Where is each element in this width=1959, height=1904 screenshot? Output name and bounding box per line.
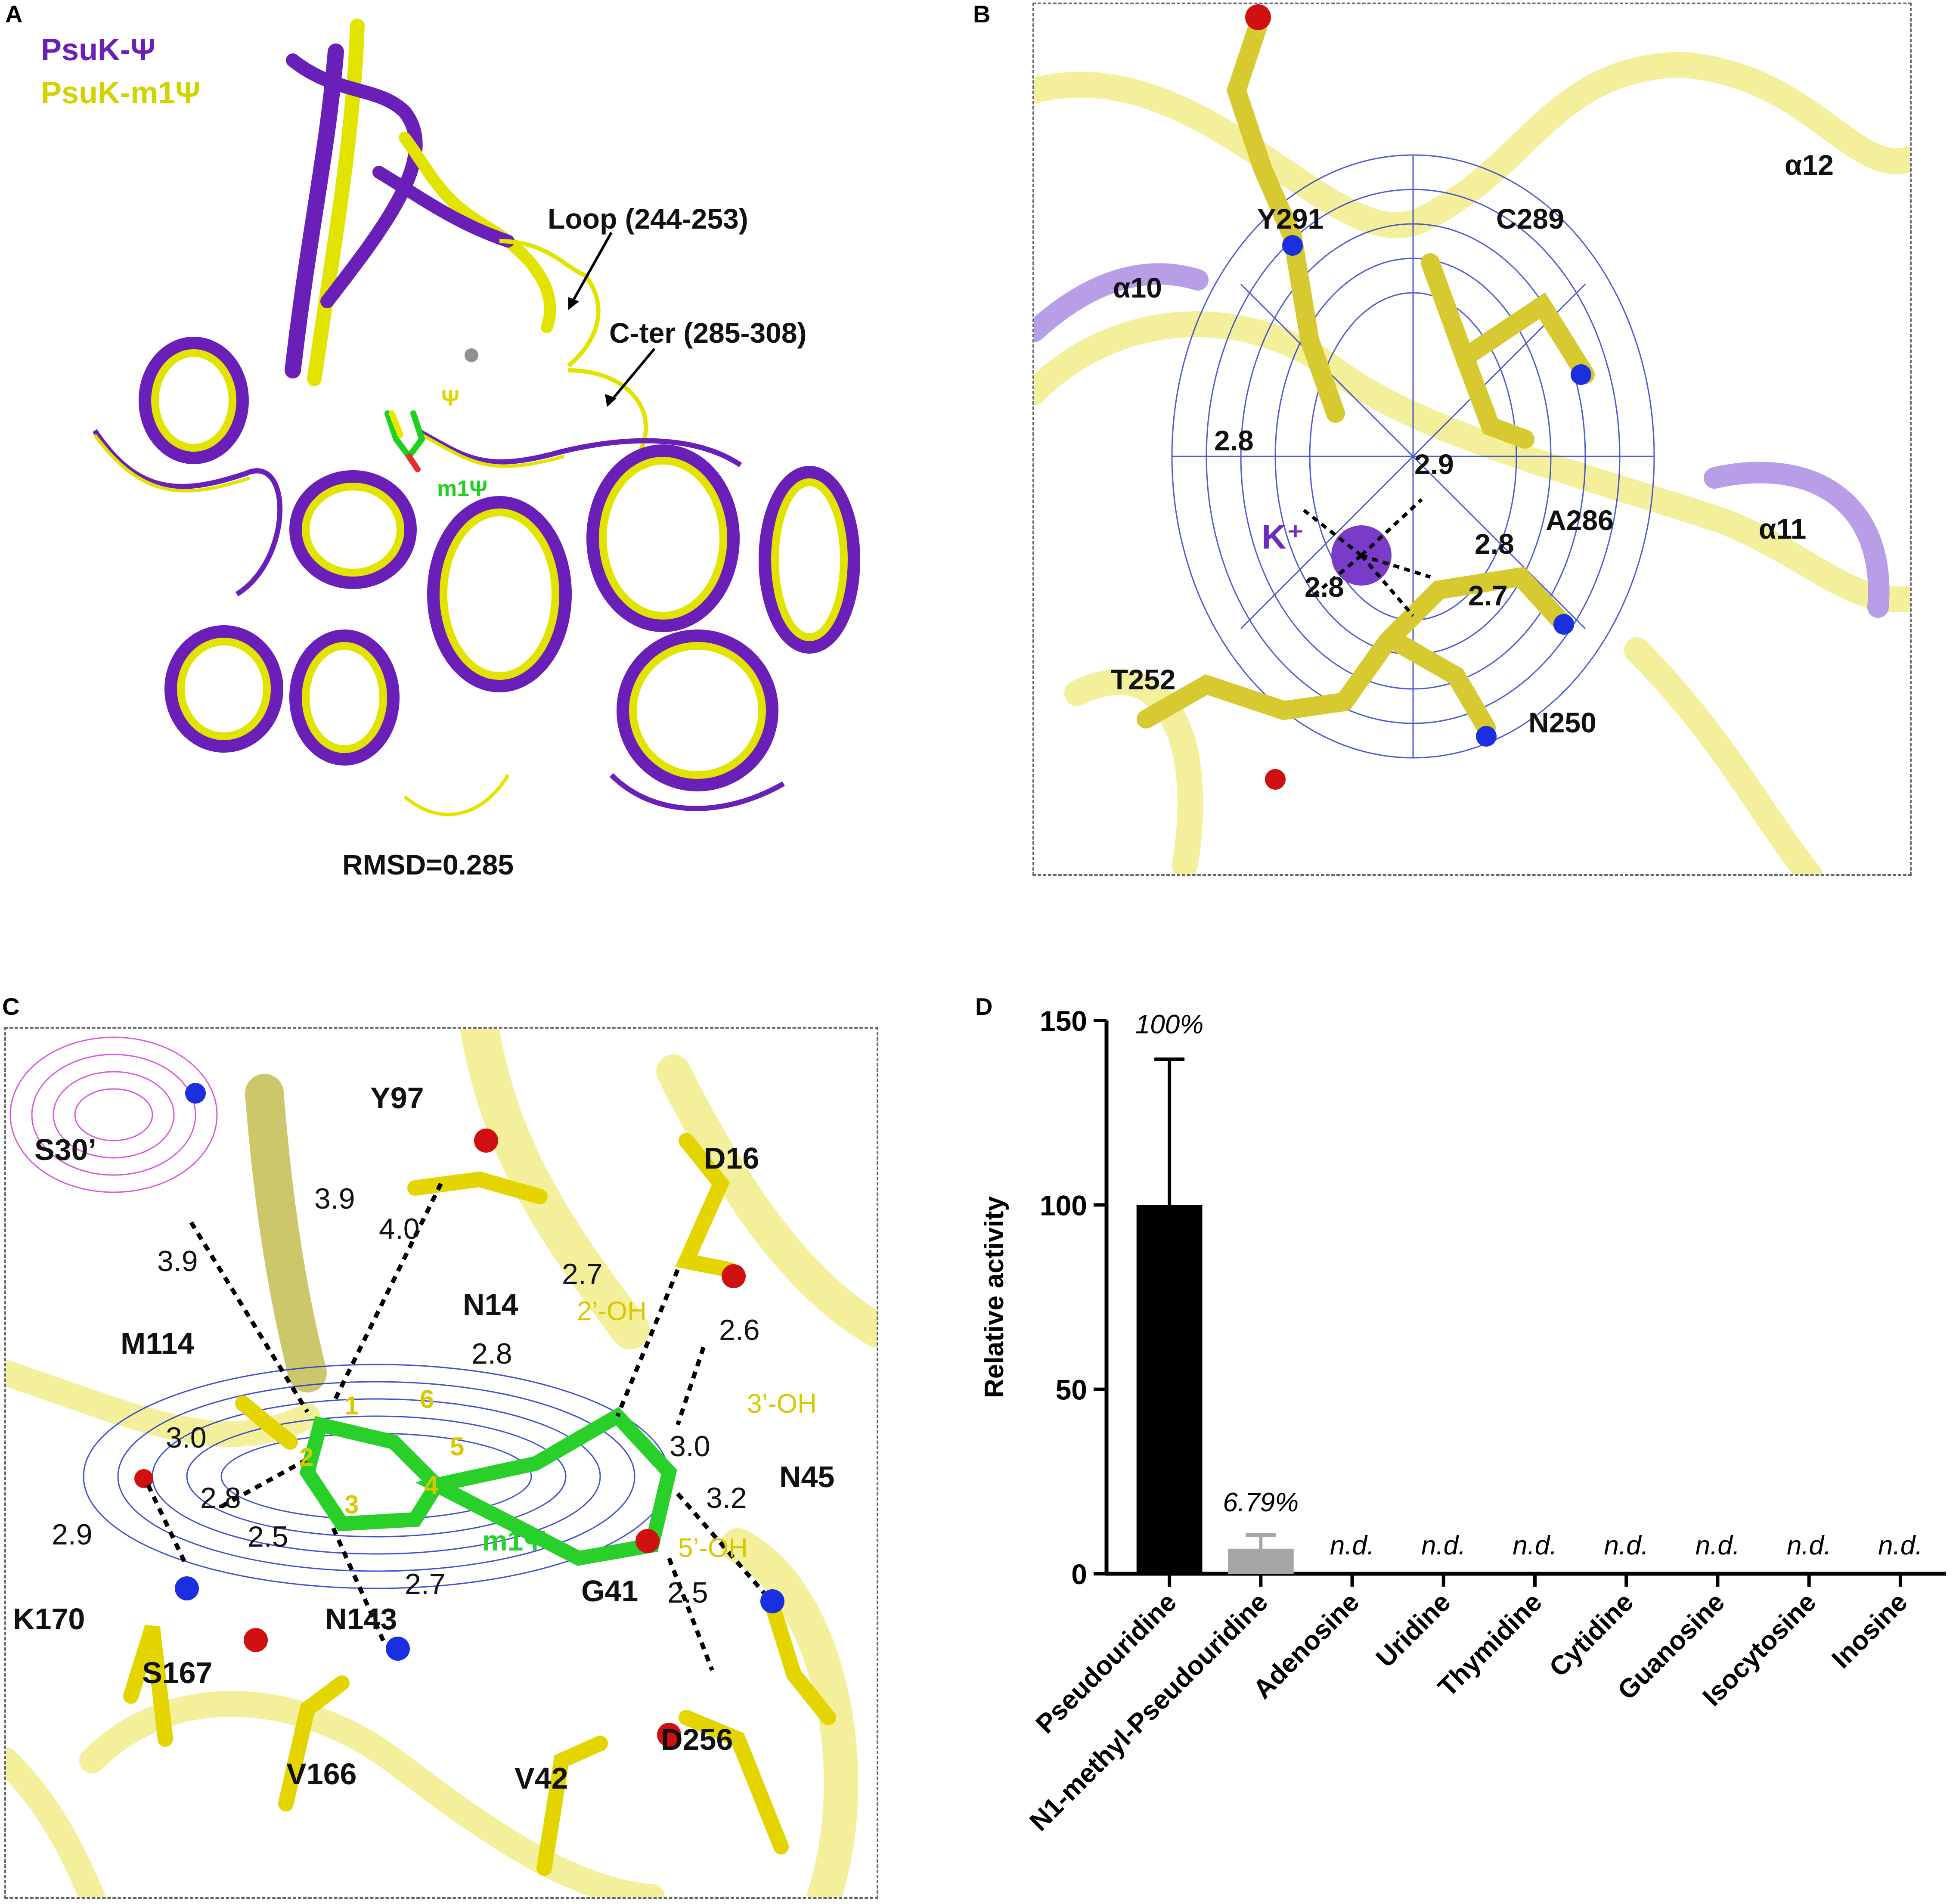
v166-label: V166: [286, 1757, 357, 1791]
c-dist-39a: 3.9: [157, 1245, 198, 1278]
panel-a-letter: A: [5, 0, 23, 28]
c-dist-27b: 2.7: [405, 1568, 446, 1600]
ring-num-5: 5: [450, 1432, 465, 1461]
n45-label: N45: [779, 1460, 835, 1494]
oh2-label: 2’-OH: [577, 1296, 647, 1326]
bar-label-2: n.d.: [1330, 1531, 1374, 1560]
c-dist-25b: 2.5: [667, 1576, 708, 1609]
y-tick-label-0: 0: [1071, 1558, 1087, 1590]
bar-label-4: n.d.: [1513, 1531, 1557, 1560]
bar-label-0: 100%: [1135, 1010, 1204, 1039]
panel-a-structure-image: [93, 19, 860, 816]
psi-label: Ψ: [441, 386, 460, 411]
m1psi-c-label: m1Ψ: [482, 1525, 546, 1557]
b-dist-2: 2.9: [1414, 448, 1454, 480]
alpha12-label: α12: [1785, 149, 1834, 181]
y-tick-label-3: 150: [1040, 1005, 1087, 1037]
bar-label-5: n.d.: [1604, 1531, 1649, 1560]
c-dist-40: 4.0: [379, 1212, 420, 1245]
ring-num-3: 3: [344, 1490, 359, 1519]
oh5-label: 5’-OH: [678, 1533, 748, 1563]
x-category-label-3: Uridine: [1370, 1587, 1457, 1673]
c-dist-29: 2.9: [52, 1518, 93, 1551]
b-dist-3: 2.8: [1475, 528, 1514, 560]
oh3-label: 3’-OH: [747, 1389, 817, 1419]
n14-label: N14: [463, 1288, 518, 1321]
s167-label: S167: [142, 1656, 213, 1690]
ring-num-6: 6: [420, 1385, 434, 1414]
t252-label: T252: [1111, 664, 1176, 695]
b-dist-1: 2.8: [1214, 425, 1254, 456]
panel-b-letter: B: [973, 0, 991, 28]
bar-label-3: n.d.: [1421, 1531, 1466, 1560]
k-ion-label: K⁺: [1262, 518, 1305, 556]
legend-psuk-m1psi: PsuK-m1Ψ: [41, 76, 201, 110]
alpha10-label: α10: [1113, 272, 1162, 304]
y291-label: Y291: [1257, 203, 1324, 235]
panel-b-frame: [1032, 3, 1912, 876]
bar-0: [1136, 1205, 1203, 1574]
b-dist-5: 2.7: [1468, 580, 1508, 611]
y97-label: Y97: [370, 1081, 424, 1115]
panel-b-structure-image: [1034, 4, 1910, 874]
y-tick-label-1: 50: [1056, 1374, 1087, 1406]
c289-label: C289: [1496, 203, 1564, 235]
panel-d-letter: D: [975, 993, 993, 1020]
d256-label: D256: [661, 1723, 733, 1756]
k170-label: K170: [13, 1602, 85, 1636]
legend-psuk-psi: PsuK-Ψ: [41, 33, 156, 67]
bar-1: [1227, 1548, 1294, 1574]
alpha11-label: α11: [1759, 513, 1807, 545]
v42-label: V42: [515, 1761, 568, 1795]
ring-num-2: 2: [299, 1443, 314, 1472]
x-category-label-5: Cytidine: [1544, 1587, 1639, 1683]
panel-c-structure-image: [6, 1029, 877, 1897]
b-dist-4: 2.8: [1305, 571, 1344, 603]
s30-label: S30’: [34, 1133, 96, 1166]
c-dist-39b: 3.9: [314, 1182, 355, 1215]
c-dist-30a: 3.0: [166, 1421, 207, 1454]
panel-c-letter: C: [2, 993, 20, 1020]
c-dist-30b: 3.0: [670, 1430, 710, 1463]
d16-label: D16: [704, 1141, 759, 1175]
n143-label: N143: [325, 1602, 397, 1636]
c-dist-28a: 2.8: [471, 1337, 512, 1370]
x-category-label-8: Inosine: [1826, 1587, 1913, 1674]
ring-num-1: 1: [344, 1391, 359, 1420]
bar-label-7: n.d.: [1787, 1531, 1831, 1560]
g41-label: G41: [581, 1574, 639, 1608]
bar-label-8: n.d.: [1878, 1531, 1922, 1560]
c-dist-26: 2.6: [719, 1314, 760, 1346]
bar-label-6: n.d.: [1696, 1531, 1740, 1560]
c-dist-27a: 2.7: [562, 1258, 603, 1290]
c-dist-25a: 2.5: [248, 1520, 288, 1553]
m114-label: M114: [121, 1327, 195, 1360]
ring-num-4: 4: [424, 1471, 439, 1500]
cter-label: C-ter (285-308): [609, 317, 807, 349]
c-dist-32: 3.2: [706, 1482, 747, 1514]
y-tick-label-2: 100: [1040, 1189, 1087, 1221]
bar-label-1: 6.79%: [1223, 1488, 1299, 1517]
loop-label: Loop (244-253): [548, 203, 748, 235]
n250-label: N250: [1528, 707, 1596, 738]
panel-c-frame: [4, 1027, 878, 1899]
y-axis-title: Relative activity: [980, 1196, 1009, 1398]
a286-label: A286: [1546, 504, 1614, 536]
m1psi-label: m1Ψ: [437, 476, 488, 501]
c-dist-28b: 2.8: [200, 1482, 241, 1514]
rmsd-label: RMSD=0.285: [342, 849, 514, 881]
